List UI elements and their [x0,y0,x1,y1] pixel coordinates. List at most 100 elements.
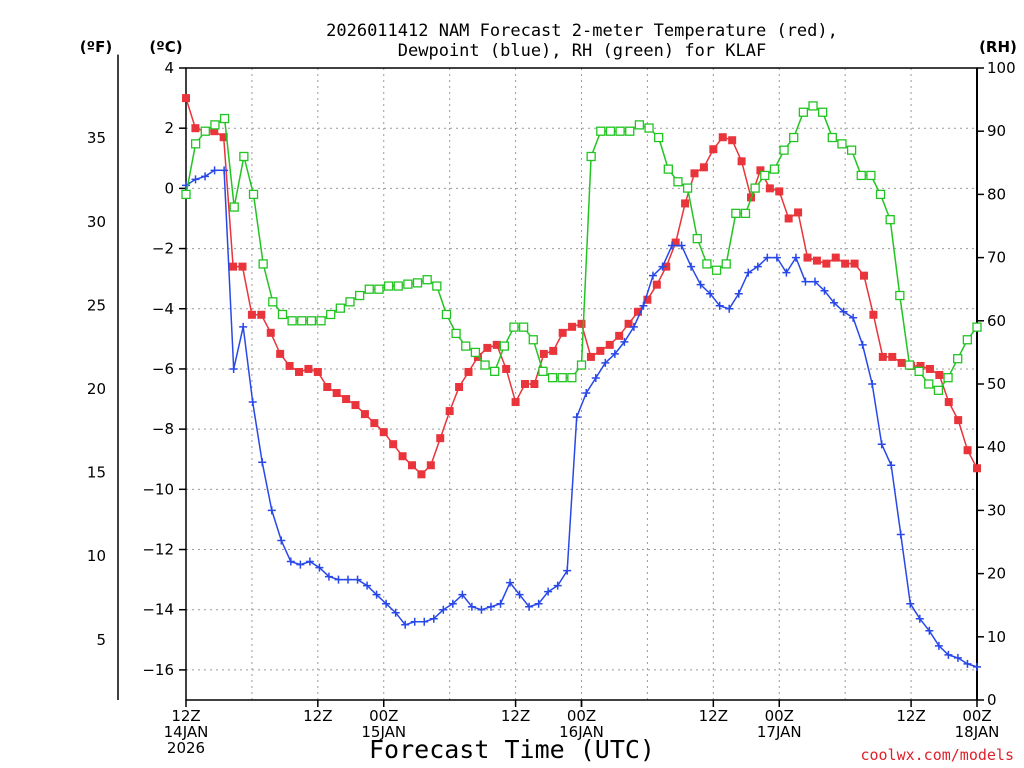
dewpoint-point [458,590,467,599]
dewpoint-point [258,458,267,467]
dewpoint-point [915,614,924,623]
dewpoint-point [334,575,343,584]
rh-point [663,164,673,174]
temperature-point [709,145,718,154]
rh-point [818,107,828,117]
temperature-point [360,410,369,419]
temperature-point [605,340,614,349]
dewpoint-line [185,169,978,668]
temperature-point [530,380,539,388]
celsius-tick-label: −2 [152,240,174,258]
rh-point [972,322,982,332]
rh-point [895,290,905,301]
time-tick-label: 17JAN [757,723,802,741]
rh-point [248,189,259,200]
plot-frame [185,67,978,701]
dewpoint-point [248,398,257,407]
celsius-tick-label: 0 [164,179,174,197]
series-temperature [182,94,981,479]
dewpoint-point [734,289,743,298]
rh-point [190,139,201,149]
rh-tick-label: 70 [987,249,1006,267]
dewpoint-point [782,268,791,277]
dewpoint-point [953,653,962,662]
rh-point [740,208,751,219]
time-tick-label: 00Z [369,707,398,725]
temperature-point [643,295,652,304]
rh-tick-label: 50 [987,375,1006,393]
temperature-point [379,428,388,437]
celsius-unit-label: (ºC) [149,38,182,56]
rh-point [432,281,442,291]
rh-point [625,126,635,136]
dewpoint-point [973,662,981,671]
dewpoint-point [267,506,276,515]
temperature-point [549,346,558,355]
time-tick-label: 14JAN [164,723,209,741]
temperature-point [502,364,511,373]
dewpoint-point [353,575,362,584]
dewpoint-point [439,605,448,614]
dewpoint-point [629,322,638,331]
temperature-point [304,364,313,373]
rh-point [808,101,818,111]
dewpoint-point [839,307,848,316]
temperature-point [313,367,322,376]
dewpoint-point [925,626,934,635]
temperature-point [276,349,285,358]
dewpoint-point [420,617,429,626]
time-tick-label: 12Z [896,707,925,725]
temperature-point [954,416,963,425]
series-rh [181,101,982,395]
celsius-tick-label: −4 [152,300,174,318]
temperature-point [831,253,840,262]
time-axis: 12Z14JAN202600Z18JAN00Z15JAN00Z16JAN00Z1… [164,700,1000,757]
rh-tick-label: 90 [987,122,1006,140]
dewpoint-point [239,322,248,331]
temperature-point [323,383,332,392]
temperature-point [417,470,426,479]
temperature-point [455,383,464,392]
dewpoint-point [668,241,677,250]
temperature-point [539,349,548,358]
temperature-point [860,271,868,280]
temperature-point [586,352,595,361]
fahrenheit-tick-label: 25 [87,296,106,314]
dewpoint-point [696,280,705,289]
time-tick-label: 12Z [171,707,200,725]
rh-point [412,278,423,288]
dewpoint-point [448,599,457,608]
rh-point [605,126,616,136]
dewpoint-point [906,599,915,608]
fahrenheit-tick-label: 10 [87,547,106,565]
temperature-point [652,280,661,289]
fahrenheit-unit-label: (ºF) [80,38,112,56]
rh-point [567,373,577,383]
dewpoint-point [506,578,515,587]
celsius-tick-label: 2 [164,119,174,137]
dewpoint-point [210,166,219,175]
rh-point [962,335,973,345]
temperature-point [944,398,953,407]
rh-tick-label: 10 [987,628,1006,646]
temperature-point [558,328,567,337]
celsius-tick-label: −10 [142,480,174,498]
rh-point [490,366,500,377]
time-tick-label: 18JAN [955,723,1000,741]
time-tick-label: 00Z [567,707,596,725]
dewpoint-point [858,340,867,349]
dewpoint-point [801,277,810,286]
temperature-point [332,389,341,398]
rh-point [258,259,268,269]
temperature-point [718,133,727,142]
rh-point [470,347,481,358]
temperature-point [624,319,633,328]
rh-point [403,279,413,289]
rh-point [789,132,799,143]
temperature-point [935,370,944,379]
rh-unit-label: (RH) [979,38,1017,56]
dewpoint-point [658,262,667,271]
dewpoint-point [830,298,839,307]
dewpoint-point [305,557,314,566]
temperature-point [436,434,445,443]
